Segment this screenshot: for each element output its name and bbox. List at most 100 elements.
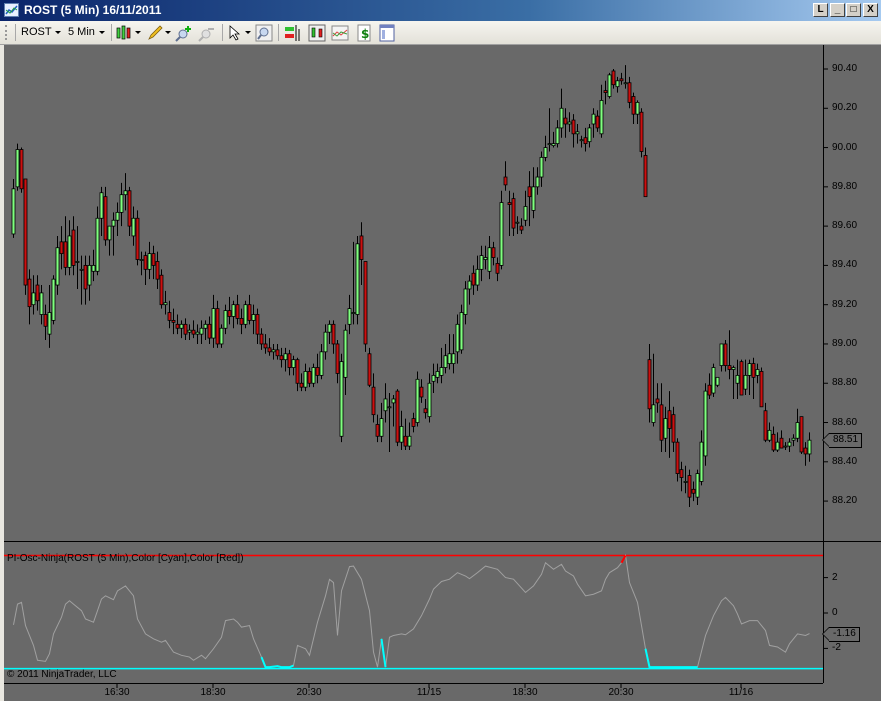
candle-body <box>707 384 712 396</box>
candle <box>511 192 516 236</box>
candle <box>235 294 240 325</box>
candle <box>71 216 76 276</box>
candle-body <box>483 257 488 260</box>
minimize-button[interactable]: _ <box>830 3 845 17</box>
candle <box>371 373 376 423</box>
chevron-down-icon[interactable] <box>99 31 105 34</box>
candle <box>347 294 352 335</box>
candle <box>463 281 468 325</box>
candle <box>571 114 576 148</box>
data-series-icon[interactable] <box>308 24 326 42</box>
candle-body <box>467 280 472 290</box>
candle <box>299 373 304 392</box>
candle <box>11 178 16 238</box>
candle-body <box>575 131 580 135</box>
candle-body <box>627 82 632 103</box>
candle <box>563 108 568 138</box>
chevron-down-icon[interactable] <box>165 31 171 34</box>
toolbar: ROST 5 Min $ <box>0 21 881 45</box>
candle-body <box>331 323 336 345</box>
candle-body <box>527 186 532 198</box>
candle <box>171 308 176 335</box>
close-button[interactable]: X <box>863 3 878 17</box>
candle-body <box>11 188 16 235</box>
candle <box>487 235 492 280</box>
price-tick-label: 89.40 <box>832 259 858 271</box>
chevron-down-icon[interactable] <box>135 31 141 34</box>
candle <box>443 343 448 374</box>
candle-body <box>327 323 332 333</box>
indicators-icon[interactable] <box>331 24 349 42</box>
candle-body <box>579 139 584 142</box>
candle <box>343 324 348 396</box>
candle <box>631 92 636 124</box>
toolbar-grip[interactable] <box>5 25 9 40</box>
candle <box>607 72 612 99</box>
candle-body <box>63 241 68 268</box>
candle-body <box>143 255 148 270</box>
strategies-icon[interactable] <box>283 24 301 42</box>
link-button[interactable]: L <box>813 3 828 17</box>
candle <box>423 398 428 419</box>
candle <box>503 161 508 191</box>
candle-body <box>455 323 460 353</box>
candle-body <box>323 331 328 353</box>
candle <box>187 324 192 341</box>
candle-body <box>279 355 284 361</box>
candle <box>283 347 288 372</box>
candle <box>207 316 212 344</box>
chevron-down-icon[interactable] <box>245 31 251 34</box>
orders-dollar-icon[interactable]: $ <box>355 24 373 42</box>
candle-body <box>295 359 300 384</box>
candle-body <box>227 310 232 317</box>
drawing-pencil-icon[interactable] <box>146 24 164 42</box>
zoom-box-icon[interactable] <box>255 24 273 42</box>
candle-body <box>675 441 680 474</box>
candle-body <box>723 343 728 366</box>
candle-body <box>751 363 756 378</box>
properties-icon[interactable] <box>378 24 396 42</box>
chart-style-icon[interactable] <box>115 24 133 42</box>
candle <box>391 395 396 427</box>
candle-body <box>711 367 716 394</box>
instrument-selector[interactable]: ROST <box>21 26 52 38</box>
candle <box>475 255 480 291</box>
candle <box>251 304 256 335</box>
candle <box>67 220 72 276</box>
window-title: ROST (5 Min) 16/11/2011 <box>24 3 162 17</box>
candle-body <box>735 374 740 384</box>
maximize-button[interactable]: □ <box>846 3 861 17</box>
candle <box>35 275 40 311</box>
candle-body <box>239 318 244 325</box>
candle-body <box>271 349 276 353</box>
candle <box>155 251 160 289</box>
candle <box>179 320 184 339</box>
candle-body <box>583 137 588 145</box>
chevron-down-icon[interactable] <box>55 31 61 34</box>
candle-body <box>363 261 368 345</box>
window-border <box>0 45 4 701</box>
candle-body <box>703 390 708 457</box>
candle <box>791 434 796 447</box>
candle <box>51 275 56 325</box>
zoom-in-icon[interactable] <box>175 24 193 42</box>
candle <box>659 383 664 452</box>
zoom-out-icon[interactable] <box>198 24 216 42</box>
interval-selector[interactable]: 5 Min <box>68 26 95 38</box>
candle <box>247 294 252 325</box>
candle-body <box>287 353 292 368</box>
candle-body <box>423 408 428 414</box>
candle-body <box>695 473 700 498</box>
cursor-icon[interactable] <box>227 24 245 42</box>
oscillator <box>4 553 823 670</box>
candle <box>719 343 724 372</box>
candle <box>355 235 360 325</box>
candle-body <box>407 435 412 447</box>
candle-body <box>599 100 604 135</box>
candle-body <box>795 422 800 439</box>
candle-body <box>127 190 132 227</box>
candle <box>231 300 236 329</box>
candle <box>271 343 276 360</box>
candle <box>191 320 196 339</box>
